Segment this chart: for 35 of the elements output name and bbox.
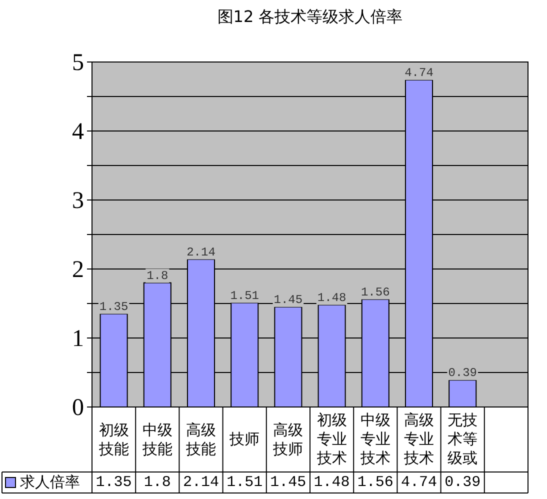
y-tick-label: 0 [72, 395, 84, 421]
annotation: 1.51 [230, 288, 260, 303]
annotation: 1.48 [317, 290, 346, 305]
data-label: 4.74 [400, 473, 438, 493]
legend-label: 求人倍率 [20, 473, 80, 492]
x-tick-label: 高级专业技术 [402, 411, 435, 468]
x-tick-label: 初级专业技术 [316, 411, 348, 468]
data-label: 1.48 [312, 473, 351, 493]
annotation: 0.39 [448, 366, 478, 380]
y-tick-label: 3 [72, 188, 84, 214]
y-tick-label: 4 [72, 119, 84, 145]
x-tick-label: 中级技能 [141, 420, 174, 458]
annotation: 1.45 [274, 292, 303, 307]
data-label: 0.39 [444, 473, 482, 493]
y-tick-label: 1 [72, 326, 84, 352]
y-tick-label: 5 [72, 50, 84, 76]
data-label: 1.8 [142, 473, 172, 493]
x-tick-label: 高级技师 [272, 420, 304, 458]
data-label: 1.35 [94, 473, 133, 493]
data-label: 2.14 [182, 473, 220, 493]
chart-title: 图12 各技术等级求人倍率 [217, 7, 403, 26]
x-tick-label: 技师 [228, 430, 261, 449]
data-label: 1.56 [356, 473, 394, 493]
x-tick-label: 高级技能 [184, 420, 217, 458]
annotation: 1.8 [146, 268, 168, 283]
y-tick-label: 2 [72, 257, 84, 283]
annotation: 1.56 [360, 285, 390, 300]
data-label: 1.51 [226, 473, 264, 493]
annotation: 2.14 [186, 245, 216, 260]
x-tick-label: 无技术等级或 [446, 411, 479, 468]
data-label: 1.45 [269, 473, 308, 493]
annotation: 4.74 [404, 66, 434, 80]
x-tick-label: 中级专业技术 [359, 411, 392, 468]
annotation: 1.35 [99, 300, 128, 314]
x-tick-label: 初级技能 [98, 420, 130, 458]
